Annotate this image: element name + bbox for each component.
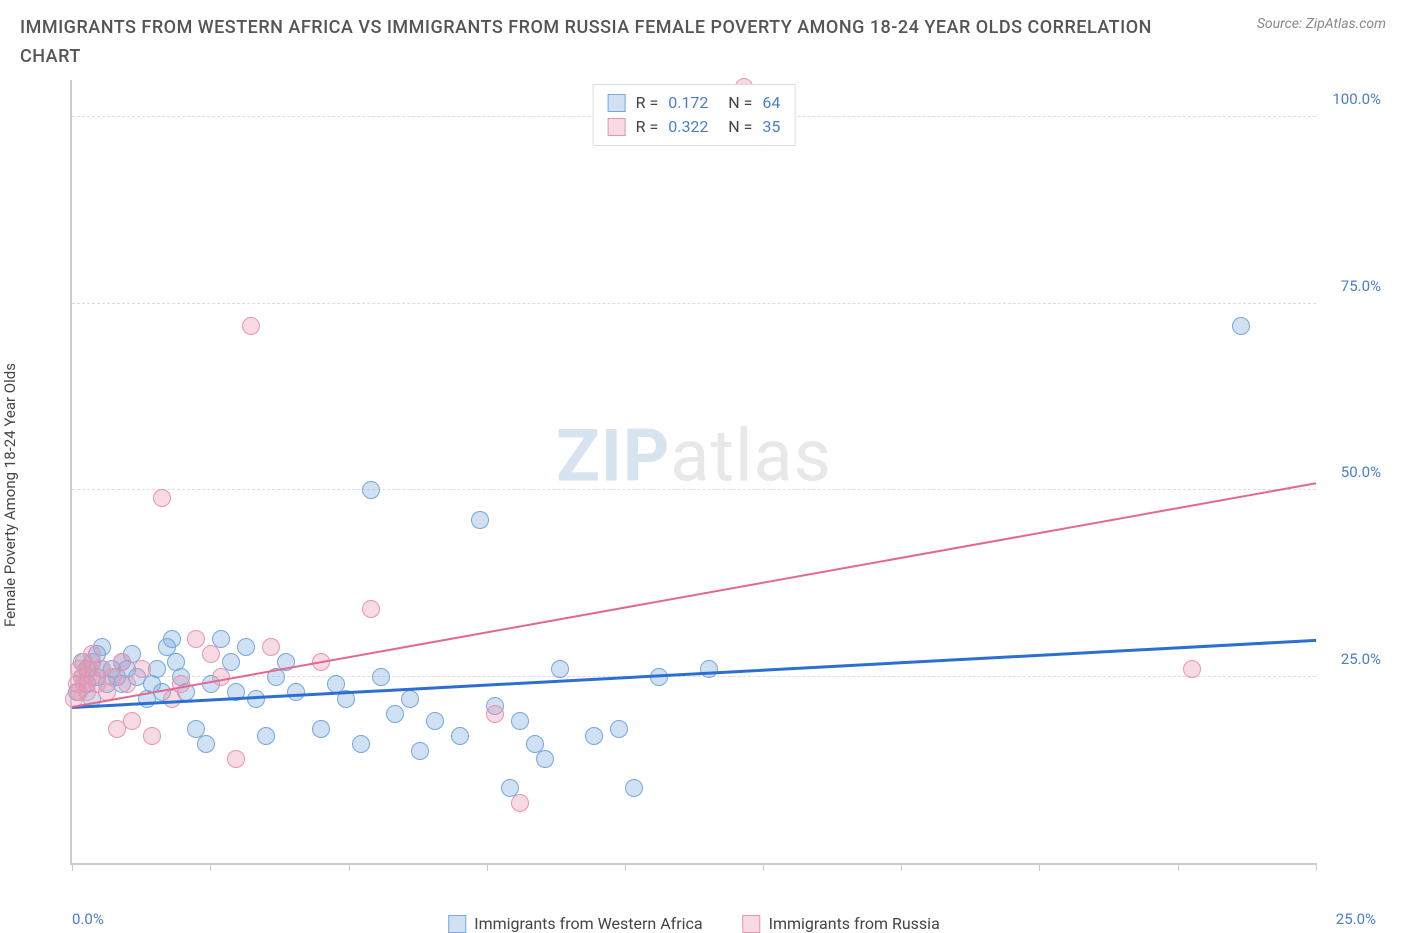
stat-r-label: R = (636, 115, 659, 139)
data-point (312, 720, 330, 738)
stats-row: R = 0.322 N = 35 (608, 115, 781, 139)
data-point (143, 727, 161, 745)
stat-r-value: 0.322 (668, 115, 718, 139)
stat-n-label: N = (728, 91, 752, 115)
plot-area: ZIPatlas 25.0%50.0%75.0%100.0%0.0%25.0%R… (70, 80, 1316, 865)
chart-container: Female Poverty Among 18-24 Year Olds ZIP… (20, 80, 1386, 910)
watermark-zip: ZIP (556, 413, 670, 498)
legend-swatch (608, 94, 626, 112)
data-point (257, 727, 275, 745)
data-point (536, 750, 554, 768)
data-point (153, 489, 171, 507)
y-axis-label: Female Poverty Among 18-24 Year Olds (1, 363, 19, 627)
data-point (511, 794, 529, 812)
data-point (386, 705, 404, 723)
watermark: ZIPatlas (556, 413, 832, 498)
x-tick (1316, 863, 1317, 871)
y-tick-label: 50.0% (1341, 463, 1381, 481)
chart-header: IMMIGRANTS FROM WESTERN AFRICA VS IMMIGR… (0, 0, 1406, 78)
data-point (401, 690, 419, 708)
gridline (72, 676, 1316, 677)
data-point (163, 630, 181, 648)
stats-box: R = 0.172 N = 64 R = 0.322 N = 35 (593, 84, 796, 146)
x-legend: Immigrants from Western Africa Immigrants… (448, 914, 940, 933)
x-tick (349, 863, 350, 871)
legend-item: Immigrants from Western Africa (448, 914, 702, 933)
y-tick-label: 100.0% (1332, 90, 1381, 108)
data-point (352, 735, 370, 753)
data-point (242, 317, 260, 335)
data-point (486, 705, 504, 723)
data-point (511, 712, 529, 730)
x-tick (1039, 863, 1040, 871)
x-tick (763, 863, 764, 871)
y-tick-label: 75.0% (1341, 277, 1381, 295)
data-point (551, 660, 569, 678)
data-point (212, 668, 230, 686)
gridline (72, 303, 1316, 304)
data-point (113, 653, 131, 671)
x-tick-label-max: 25.0% (1336, 910, 1376, 928)
stat-n-value: 35 (762, 115, 780, 139)
data-point (451, 727, 469, 745)
data-point (287, 683, 305, 701)
data-point (411, 742, 429, 760)
legend-item: Immigrants from Russia (743, 914, 940, 933)
data-point (610, 720, 628, 738)
data-point (123, 712, 141, 730)
stat-n-label: N = (728, 115, 752, 139)
legend-label: Immigrants from Russia (769, 914, 940, 933)
data-point (262, 638, 280, 656)
data-point (471, 511, 489, 529)
data-point (585, 727, 603, 745)
stats-row: R = 0.172 N = 64 (608, 91, 781, 115)
data-point (426, 712, 444, 730)
data-point (372, 668, 390, 686)
watermark-atlas: atlas (670, 413, 832, 498)
data-point (133, 660, 151, 678)
data-point (700, 660, 718, 678)
legend-swatch (608, 118, 626, 136)
data-point (1183, 660, 1201, 678)
gridline (72, 489, 1316, 490)
data-point (227, 750, 245, 768)
data-point (362, 481, 380, 499)
data-point (625, 779, 643, 797)
data-point (1232, 317, 1250, 335)
x-tick (72, 863, 73, 871)
stat-r-label: R = (636, 91, 659, 115)
data-point (118, 675, 136, 693)
x-tick (901, 863, 902, 871)
stat-n-value: 64 (762, 91, 780, 115)
data-point (362, 600, 380, 618)
x-tick (487, 863, 488, 871)
x-tick (625, 863, 626, 871)
y-tick-label: 25.0% (1341, 650, 1381, 668)
stat-r-value: 0.172 (668, 91, 718, 115)
data-point (202, 645, 220, 663)
data-point (163, 690, 181, 708)
chart-source: Source: ZipAtlas.com (1257, 16, 1386, 32)
chart-title: IMMIGRANTS FROM WESTERN AFRICA VS IMMIGR… (20, 14, 1170, 72)
x-tick-label-min: 0.0% (72, 910, 104, 928)
legend-label: Immigrants from Western Africa (474, 914, 702, 933)
x-tick (1178, 863, 1179, 871)
x-tick (210, 863, 211, 871)
data-point (237, 638, 255, 656)
data-point (197, 735, 215, 753)
data-point (187, 630, 205, 648)
